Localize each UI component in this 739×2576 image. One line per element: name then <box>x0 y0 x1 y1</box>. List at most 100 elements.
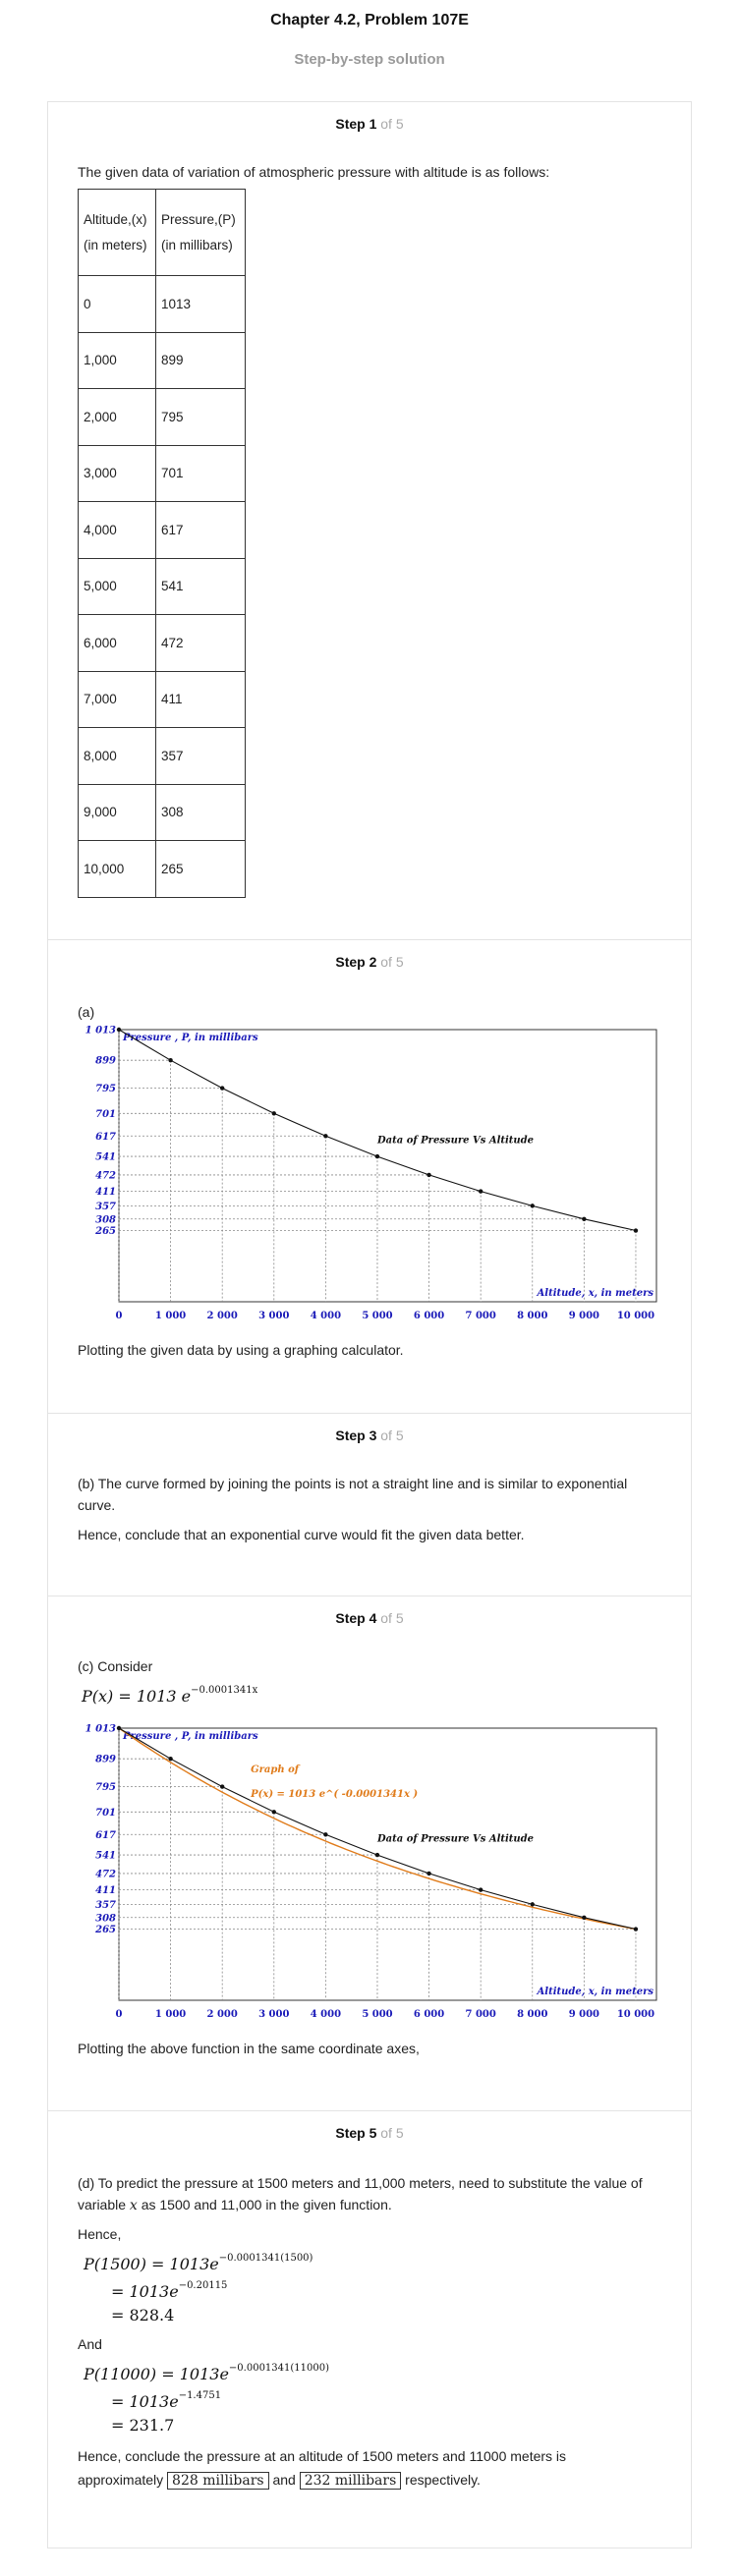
data-point <box>168 1057 173 1063</box>
x-tick-label: 2 000 <box>207 1311 238 1321</box>
step-count: of 5 <box>380 2125 404 2141</box>
x-tick-label: 7 000 <box>466 1311 496 1321</box>
step-label: Step 5 <box>335 2125 377 2141</box>
y-tick-label: 899 <box>95 1755 116 1765</box>
data-point <box>271 1810 276 1815</box>
pressure-cell: 357 <box>155 727 246 785</box>
function-curve <box>118 1727 637 1931</box>
y-axis-label: Pressure , P, in millibars <box>122 1033 258 1043</box>
table-header-altitude: Altitude,(x) (in meters) <box>78 189 156 276</box>
pressure-altitude-chart: 0 1 000 2 000 3 000 4 000 5 000 6 000 7 000 8 00… <box>85 1026 657 1321</box>
table-row: 8,000 357 <box>78 727 246 785</box>
step-5-and: And <box>78 2336 102 2352</box>
data-point <box>323 1134 328 1139</box>
table-row: 3,000 701 <box>78 444 246 502</box>
plot-area <box>118 1029 657 1303</box>
equation-p1500-line1: P(1500) = 1013e−0.0001341(1500) <box>84 2253 313 2273</box>
x-axis-label: Altitude, x, in meters <box>537 1987 654 1997</box>
step-count: of 5 <box>380 1610 404 1626</box>
step-5-line-2: variable x as 1500 and 11,000 in the giv… <box>78 2197 392 2213</box>
y-tick-label: 795 <box>95 1782 116 1793</box>
x-tick-label: 1 000 <box>155 2009 186 2020</box>
x-tick-label: 2 000 <box>207 2009 238 2020</box>
altitude-cell: 7,000 <box>78 670 156 728</box>
y-tick-label: 899 <box>95 1056 116 1067</box>
altitude-cell: 8,000 <box>78 727 156 785</box>
step-4-card: Step 4 of 5 (c) Consider P(x) = 1013 e−0… <box>47 1596 692 2111</box>
step-5-conclusion-1: Hence, conclude the pressure at an altit… <box>78 2448 567 2464</box>
data-point <box>530 1902 535 1907</box>
step-5-line-1: (d) To predict the pressure at 1500 mete… <box>78 2175 643 2191</box>
altitude-cell: 4,000 <box>78 501 156 559</box>
step-label: Step 1 <box>335 116 377 132</box>
step-label: Step 2 <box>335 954 377 970</box>
step-2-part-label: (a) <box>78 1004 95 1020</box>
table-row: 0 1013 <box>78 275 246 333</box>
y-tick-label: 1 013 <box>85 1026 116 1036</box>
altitude-cell: 10,000 <box>78 840 156 898</box>
x-tick-label: 0 <box>116 2009 123 2020</box>
data-point <box>168 1756 173 1762</box>
pressure-cell: 265 <box>155 840 246 898</box>
series-annotation: Data of Pressure Vs Altitude <box>376 1834 534 1845</box>
y-tick-label: 541 <box>95 1851 116 1862</box>
data-point <box>116 1725 122 1731</box>
x-tick-label: 10 000 <box>617 2009 654 2020</box>
step-3-line-1: (b) The curve formed by joining the poin… <box>78 1476 628 1491</box>
x-tick-label: 3 000 <box>258 1311 289 1321</box>
data-point <box>323 1832 328 1837</box>
pressure-cell: 1013 <box>155 275 246 333</box>
data-point <box>582 1216 587 1221</box>
y-tick-label: 617 <box>95 1132 116 1143</box>
data-point <box>633 1927 639 1932</box>
step-1-heading: Step 1 of 5 <box>48 116 691 132</box>
function-fit-chart: 0 1 000 2 000 3 000 4 000 5 000 6 000 7 000 8 00… <box>85 1724 657 2020</box>
step-4-heading: Step 4 of 5 <box>48 1610 691 1626</box>
step-2-heading: Step 2 of 5 <box>48 954 691 970</box>
step-label: Step 3 <box>335 1428 377 1443</box>
y-tick-label: 617 <box>95 1830 116 1841</box>
x-tick-label: 8 000 <box>517 1311 547 1321</box>
table-header-pressure: Pressure,(P) (in millibars) <box>155 189 246 276</box>
x-tick-label: 10 000 <box>617 1311 654 1321</box>
altitude-cell: 0 <box>78 275 156 333</box>
altitude-cell: 1,000 <box>78 331 156 389</box>
step-5-heading: Step 5 of 5 <box>48 2125 691 2141</box>
x-tick-label: 9 000 <box>569 1311 599 1321</box>
pressure-cell: 541 <box>155 557 246 615</box>
equation-p11000-result: = 231.7 <box>111 2416 175 2435</box>
y-tick-label: 472 <box>95 1869 116 1879</box>
table-row: 1,000 899 <box>78 331 246 389</box>
function-label-line1: Graph of <box>251 1764 301 1775</box>
pressure-cell: 701 <box>155 444 246 502</box>
y-tick-label: 701 <box>95 1808 116 1819</box>
table-row: 5,000 541 <box>78 557 246 615</box>
data-point <box>374 1153 380 1159</box>
y-tick-label: 541 <box>95 1152 116 1163</box>
data-point <box>633 1228 639 1233</box>
page-subtitle: Step-by-step solution <box>294 51 445 68</box>
y-tick-label: 265 <box>94 1925 116 1935</box>
data-point <box>530 1204 535 1208</box>
step-5-hence: Hence, <box>78 2226 122 2242</box>
y-tick-label: 357 <box>95 1900 116 1911</box>
data-point <box>582 1915 587 1920</box>
x-axis-label: Altitude, x, in meters <box>537 1288 654 1299</box>
x-tick-label: 1 000 <box>155 1311 186 1321</box>
y-tick-label: 795 <box>95 1084 116 1094</box>
step-label: Step 4 <box>335 1610 377 1626</box>
pressure-cell: 411 <box>155 670 246 728</box>
pressure-cell: 617 <box>155 501 246 559</box>
table-row: 2,000 795 <box>78 388 246 446</box>
equation-p11000-line1: P(11000) = 1013e−0.0001341(11000) <box>84 2363 329 2383</box>
data-point <box>426 1172 431 1178</box>
data-point <box>116 1027 122 1033</box>
pressure-cell: 308 <box>155 783 246 841</box>
data-point <box>478 1189 483 1194</box>
x-tick-label: 3 000 <box>258 2009 289 2020</box>
answer-box-1500: 828 millibars <box>167 2472 269 2490</box>
page-title: Chapter 4.2, Problem 107E <box>270 12 469 28</box>
y-tick-label: 701 <box>95 1109 116 1120</box>
pressure-cell: 472 <box>155 614 246 672</box>
x-tick-label: 0 <box>116 1311 123 1321</box>
